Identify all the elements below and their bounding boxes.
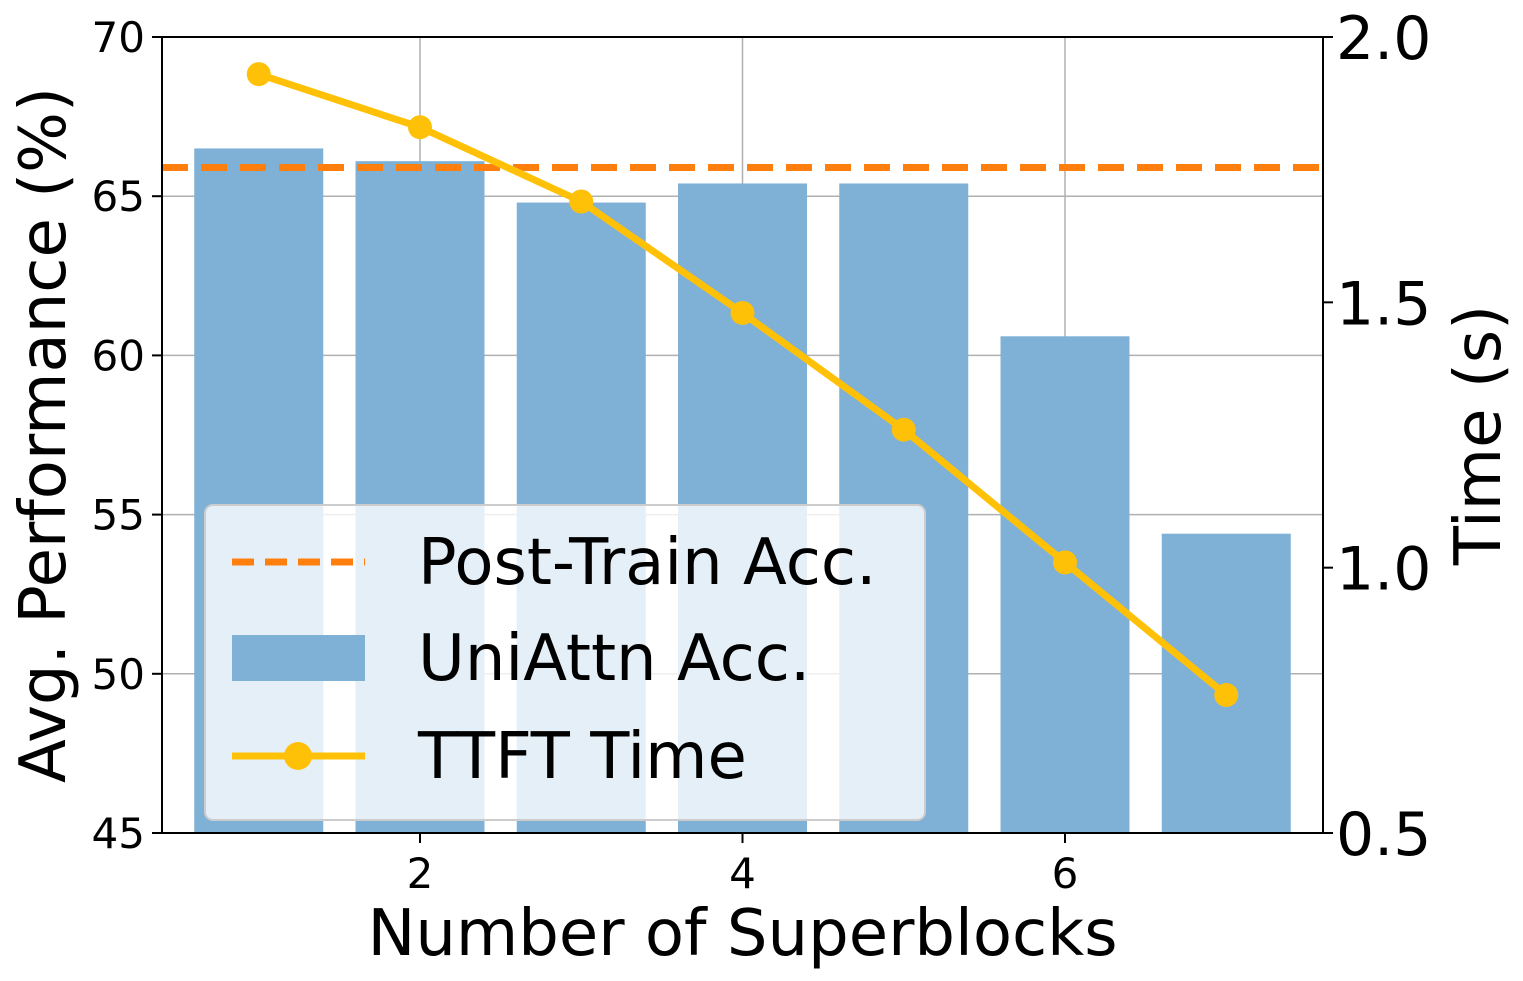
- y2-tick-label: 1.5: [1336, 269, 1431, 339]
- y-axis-ticks: 45 50 55 60 65 70: [92, 13, 162, 858]
- y2-tick-label: 1.0: [1336, 535, 1431, 605]
- line-point: [1053, 550, 1077, 575]
- y-tick-label: 55: [92, 491, 145, 540]
- y-axis-title: Avg. Performance (%): [7, 87, 81, 783]
- legend: Post-Train Acc. UniAttn Acc. TTFT Time: [204, 504, 926, 821]
- legend-label-uniattn: UniAttn Acc.: [418, 622, 810, 696]
- y2-tick-label: 0.5: [1336, 800, 1431, 870]
- x-tick-label: 2: [407, 849, 434, 898]
- y2-axis-title: Time (s): [1442, 305, 1516, 566]
- y-tick-label: 60: [92, 331, 145, 380]
- x-axis-ticks: 2 4 6: [407, 833, 1079, 898]
- line-point: [569, 189, 594, 214]
- y-tick-label: 50: [92, 650, 145, 699]
- x-tick-label: 6: [1052, 849, 1079, 898]
- legend-label-post-train: Post-Train Acc.: [418, 526, 876, 600]
- legend-swatch-ttft-marker: [284, 742, 312, 770]
- y2-axis-ticks: 0.5 1.0 1.5 2.0: [1323, 4, 1431, 870]
- y2-tick-label: 2.0: [1336, 4, 1431, 74]
- line-point: [891, 417, 916, 442]
- x-tick-label: 4: [729, 849, 756, 898]
- line-series: [246, 62, 1239, 708]
- legend-box: [204, 504, 926, 821]
- y-tick-label: 70: [92, 13, 145, 62]
- legend-label-ttft: TTFT Time: [417, 720, 747, 794]
- line-point: [730, 300, 755, 325]
- line-point: [408, 115, 432, 140]
- y-tick-label: 65: [92, 172, 145, 221]
- y-tick-label: 45: [92, 809, 145, 858]
- legend-swatch-uniattn: [232, 635, 365, 681]
- bar: [1000, 336, 1130, 833]
- line-point: [246, 62, 271, 87]
- line-point: [1214, 683, 1239, 708]
- x-axis-title: Number of Superblocks: [367, 897, 1117, 971]
